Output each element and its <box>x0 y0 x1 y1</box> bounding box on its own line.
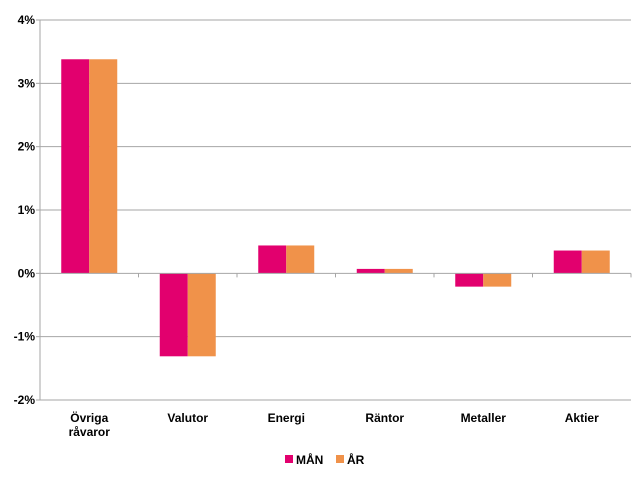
y-tick-label: 3% <box>18 76 36 90</box>
bar <box>553 250 582 274</box>
bar <box>89 59 118 274</box>
bar <box>356 268 385 274</box>
category-label: Övriga råvaror <box>69 410 111 439</box>
category-label: Aktier <box>565 411 599 425</box>
bar <box>159 273 188 357</box>
y-tick-label: -2% <box>14 393 36 407</box>
x-axis-categories: Övriga råvaror Valutor Energi Räntor Metaller… <box>69 410 600 439</box>
category-label-line: Räntor <box>365 411 404 425</box>
y-tick-label: -1% <box>14 330 36 344</box>
bars <box>61 59 610 357</box>
category-label-line: Metaller <box>461 411 507 425</box>
y-tick-label: 2% <box>18 140 36 154</box>
y-axis-ticks: -2% -1% 0% 1% 2% 3% 4% <box>14 13 36 407</box>
legend-label: ÅR <box>347 452 365 467</box>
bar <box>384 268 413 274</box>
y-tick-label: 0% <box>18 266 36 280</box>
gridlines <box>40 19 631 401</box>
bar <box>258 245 287 274</box>
category-label: Energi <box>268 411 305 425</box>
category-label-line: Aktier <box>565 411 599 425</box>
legend-swatch <box>285 455 293 463</box>
y-tick-label: 1% <box>18 203 36 217</box>
category-label: Räntor <box>365 411 404 425</box>
category-label-line: råvaror <box>69 425 111 439</box>
y-tick-label: 4% <box>18 13 36 27</box>
legend: MÅN ÅR <box>285 452 365 467</box>
category-label-line: Energi <box>268 411 305 425</box>
axes <box>36 19 632 401</box>
bar <box>581 250 610 274</box>
bar <box>286 245 315 274</box>
legend-swatch <box>336 455 344 463</box>
category-label-line: Valutor <box>167 411 208 425</box>
legend-label: MÅN <box>296 452 323 467</box>
category-label: Valutor <box>167 411 208 425</box>
category-label: Metaller <box>461 411 507 425</box>
bar <box>187 273 216 357</box>
bar <box>483 273 512 287</box>
bar <box>455 273 484 287</box>
bar <box>61 59 90 274</box>
category-label-line: Övriga <box>70 410 108 425</box>
